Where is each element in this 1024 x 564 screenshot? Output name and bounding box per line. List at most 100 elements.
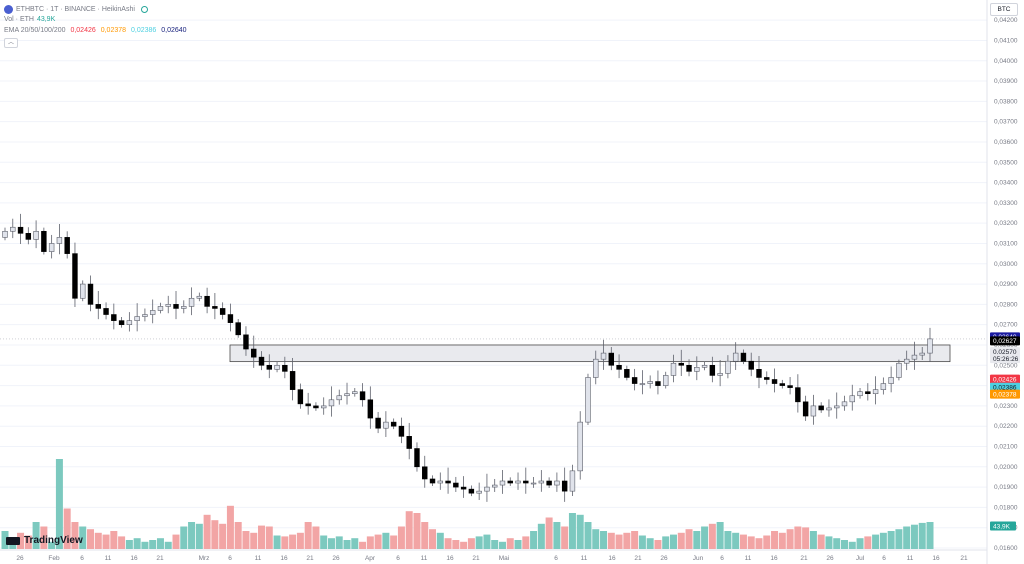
volume-bar: [405, 511, 413, 549]
time-tick-label: 26: [332, 555, 340, 562]
candle-up: [725, 360, 731, 374]
time-tick-label: 21: [800, 555, 808, 562]
candle-down: [523, 480, 529, 484]
time-tick-label: 6: [396, 555, 400, 562]
volume-bar: [226, 505, 234, 549]
price-label-text: 0,02426: [993, 376, 1017, 383]
time-tick-label: 11: [255, 555, 262, 562]
volume-bar: [895, 529, 903, 549]
price-labels: 0,026400,026270,0257005:26:260,024260,02…: [990, 332, 1020, 531]
candle-up: [344, 393, 350, 397]
time-axis[interactable]: 26 Feb 6 11 16 21 Mrz 6 11 16 21 26 Apr 6 11 16 21 Mai 6 11…: [0, 549, 987, 562]
candle-down: [41, 230, 47, 252]
price-tick-label: 0,03800: [994, 98, 1018, 105]
candle-up: [639, 383, 646, 385]
time-tick-label: 6: [720, 555, 724, 562]
price-tick-label: 0,03500: [994, 159, 1018, 166]
candle-down: [64, 237, 70, 254]
time-tick-label: 11: [421, 555, 428, 562]
candle-up: [126, 320, 133, 325]
tradingview-logo[interactable]: TradingView: [6, 535, 83, 546]
candle-up: [717, 373, 723, 376]
candle-down: [631, 377, 638, 384]
volume-bar: [164, 541, 172, 549]
candle-down: [251, 348, 257, 358]
volume-bar: [359, 541, 367, 549]
volume-bar: [351, 538, 359, 549]
volume-bar: [514, 540, 522, 549]
candle-down: [686, 364, 692, 372]
price-tick-label: 0,03200: [994, 220, 1018, 227]
candle-down: [561, 480, 568, 492]
volume-bar: [786, 529, 794, 549]
volume-bar: [592, 529, 600, 549]
candle-up: [33, 230, 39, 240]
resistance-zone[interactable]: [229, 344, 951, 363]
symbol-legend[interactable]: ETHBTC · 1T · BINANCE · HeikinAshi: [4, 5, 151, 14]
candle-up: [896, 362, 902, 378]
price-label-box: [990, 347, 1020, 357]
price-tick-label: 0,02500: [994, 362, 1018, 369]
candle-down: [72, 253, 78, 299]
candle-up: [919, 352, 925, 356]
volume-bar: [188, 522, 196, 549]
candle-down: [243, 334, 249, 350]
time-tick-label: 6: [228, 555, 232, 562]
candle-down: [748, 360, 754, 370]
volume-bar: [771, 531, 779, 549]
time-tick-label: 21: [634, 555, 642, 562]
price-tick-label: 0,03000: [994, 261, 1018, 268]
volume-legend[interactable]: Vol · ETH 43,9K: [4, 16, 58, 23]
volume-bar: [296, 532, 304, 549]
candle-up: [320, 405, 327, 409]
candle-up: [694, 367, 700, 372]
volume-bar: [366, 536, 374, 549]
price-axis[interactable]: 0,04200 0,04100 0,04000 0,03900 0,03800 0,037…: [986, 0, 1018, 564]
volume-bar: [887, 531, 895, 549]
candle-down: [313, 405, 319, 409]
candle-down: [546, 480, 552, 486]
volume-bar: [312, 526, 320, 549]
candle-up: [48, 243, 55, 252]
volume-bar: [258, 525, 266, 549]
volume-bar: [172, 534, 180, 549]
candle-down: [95, 304, 101, 309]
candle-down: [616, 364, 622, 370]
volume-bar: [522, 536, 530, 549]
volume-bar: [654, 540, 662, 549]
candle-up: [181, 306, 187, 309]
market-status-icon: [140, 6, 148, 13]
price-tick-label: 0,03400: [994, 180, 1018, 187]
candle-down: [212, 306, 218, 309]
volume-bar: [250, 532, 258, 549]
ema-legend[interactable]: EMA 20/50/100/200 0,02426 0,02378 0,0238…: [4, 27, 190, 34]
price-tick-label: 0,01600: [994, 545, 1018, 552]
candle-down: [173, 304, 179, 309]
candle-up: [810, 405, 817, 417]
candle-down: [445, 480, 451, 484]
volume-bar: [133, 538, 141, 549]
volume-bar: [623, 532, 631, 549]
candle-up: [647, 381, 653, 384]
volume-bar: [576, 514, 584, 549]
volume-bar: [156, 538, 164, 549]
volume-bar: [817, 534, 825, 549]
volume-bar: [281, 536, 289, 549]
candle-up: [663, 375, 669, 386]
volume-bar: [537, 523, 545, 549]
volume-bar: [141, 541, 149, 549]
time-tick-label: 26: [16, 555, 24, 562]
volume-bar: [32, 522, 40, 549]
volume-bar: [778, 532, 786, 549]
legend-collapse-button[interactable]: ︿: [4, 38, 18, 48]
candle-down: [111, 314, 117, 321]
volume-bar: [242, 531, 250, 549]
currency-button[interactable]: BTC: [990, 3, 1018, 16]
candle-up: [826, 407, 832, 411]
candle-up: [56, 237, 63, 244]
volume-bar: [118, 536, 126, 549]
volume-bar: [693, 531, 701, 549]
candle-up: [336, 395, 342, 401]
volume-bar: [94, 532, 102, 549]
